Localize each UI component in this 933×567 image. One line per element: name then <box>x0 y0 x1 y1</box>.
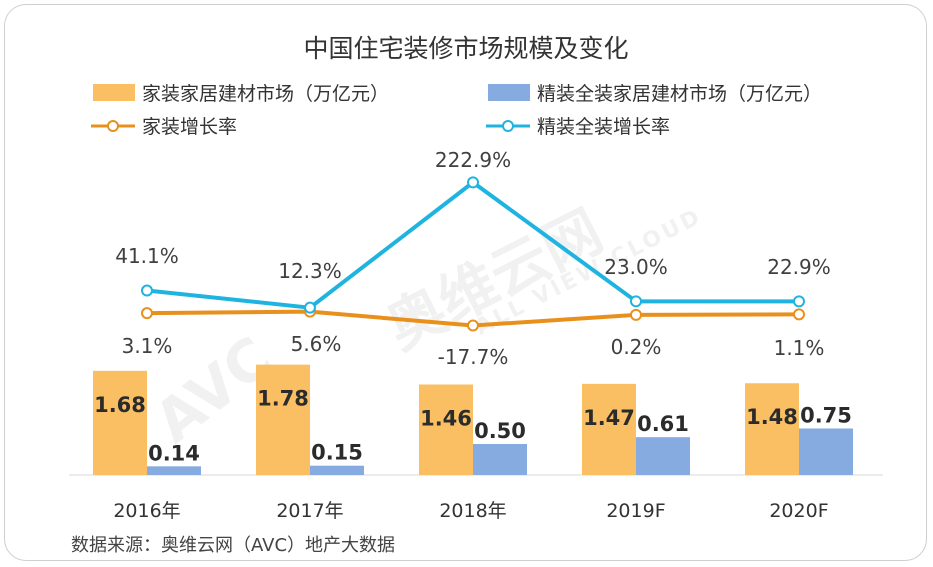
label-home-growth: 1.1% <box>774 336 825 360</box>
bar-value-label: 0.50 <box>474 419 526 443</box>
plot-area: 1.680.14 2016年 1.78 0.15 2017年 1.460.50 2018年 1… <box>69 148 883 522</box>
bar-decorated-market <box>799 428 853 475</box>
bar-decorated-market <box>310 465 364 475</box>
point-decorated-growth <box>304 301 316 314</box>
legend-label-decorated-market: 精装全装家居建材市场（万亿元） <box>537 83 822 105</box>
bar-decorated-market <box>473 444 527 475</box>
x-tick-label: 2017年 <box>276 500 343 522</box>
point-home-growth <box>467 319 479 332</box>
point-home-growth <box>793 308 805 321</box>
legend-swatch-home-market <box>93 84 135 101</box>
label-decorated-growth: 222.9% <box>435 148 511 172</box>
label-decorated-growth: 12.3% <box>278 259 342 283</box>
data-source: 数据来源：奥维云网（AVC）地产大数据 <box>71 535 395 556</box>
legend-label-home-market: 家装家居建材市场（万亿元） <box>142 83 389 105</box>
point-home-growth <box>630 308 642 321</box>
chart: AVC 奥维云网 ALL VIEW CLOUD 中国住宅装修市场规模及变化 家装… <box>69 34 883 556</box>
point-decorated-growth <box>141 284 153 297</box>
bar-home-market <box>256 364 310 475</box>
label-decorated-growth: 23.0% <box>604 255 668 279</box>
point-decorated-growth <box>467 176 479 189</box>
bar-home-market <box>745 383 799 475</box>
bar-home-market <box>582 383 636 475</box>
bar-value-label: 1.47 <box>583 406 635 430</box>
bar-home-market <box>93 370 147 475</box>
legend-swatch-decorated-market <box>488 84 530 101</box>
point-decorated-growth <box>793 295 805 308</box>
chart-card: AVC 奥维云网 ALL VIEW CLOUD 中国住宅装修市场规模及变化 家装… <box>4 4 927 561</box>
bar-decorated-market <box>636 437 690 475</box>
point-home-growth <box>141 307 153 320</box>
bar-value-label: 0.15 <box>311 441 363 465</box>
label-decorated-growth: 41.1% <box>115 244 179 268</box>
x-tick-label: 2018年 <box>439 500 506 522</box>
x-tick-label: 2016年 <box>113 500 180 522</box>
x-tick-label: 2019F <box>606 500 665 522</box>
label-decorated-growth: 22.9% <box>767 255 831 279</box>
legend-marker-home-growth <box>107 120 119 132</box>
legend-label-home-growth: 家装增长率 <box>142 116 237 138</box>
bar-value-label: 1.78 <box>257 387 309 411</box>
bar-decorated-market <box>147 466 201 475</box>
chart-title: 中国住宅装修市场规模及变化 <box>303 34 628 63</box>
bar-value-label: 1.46 <box>420 406 472 430</box>
x-tick-label: 2020F <box>769 500 828 522</box>
label-home-growth: 5.6% <box>291 332 342 356</box>
legend: 家装家居建材市场（万亿元） 精装全装家居建材市场（万亿元） 家装增长率 精装全装… <box>91 83 822 138</box>
bar-value-label: 0.14 <box>148 441 200 465</box>
bar-value-label: 1.68 <box>94 393 146 417</box>
point-decorated-growth <box>630 295 642 308</box>
legend-marker-decorated-growth <box>502 120 514 132</box>
bar-home-market <box>419 384 473 475</box>
bar-value-label: 0.75 <box>800 404 852 428</box>
legend-label-decorated-growth: 精装全装增长率 <box>537 116 670 138</box>
bar-value-label: 0.61 <box>637 412 689 436</box>
label-home-growth: -17.7% <box>438 345 509 369</box>
label-home-growth: 0.2% <box>611 335 662 359</box>
label-home-growth: 3.1% <box>122 334 173 358</box>
bar-value-label: 1.48 <box>746 405 798 429</box>
